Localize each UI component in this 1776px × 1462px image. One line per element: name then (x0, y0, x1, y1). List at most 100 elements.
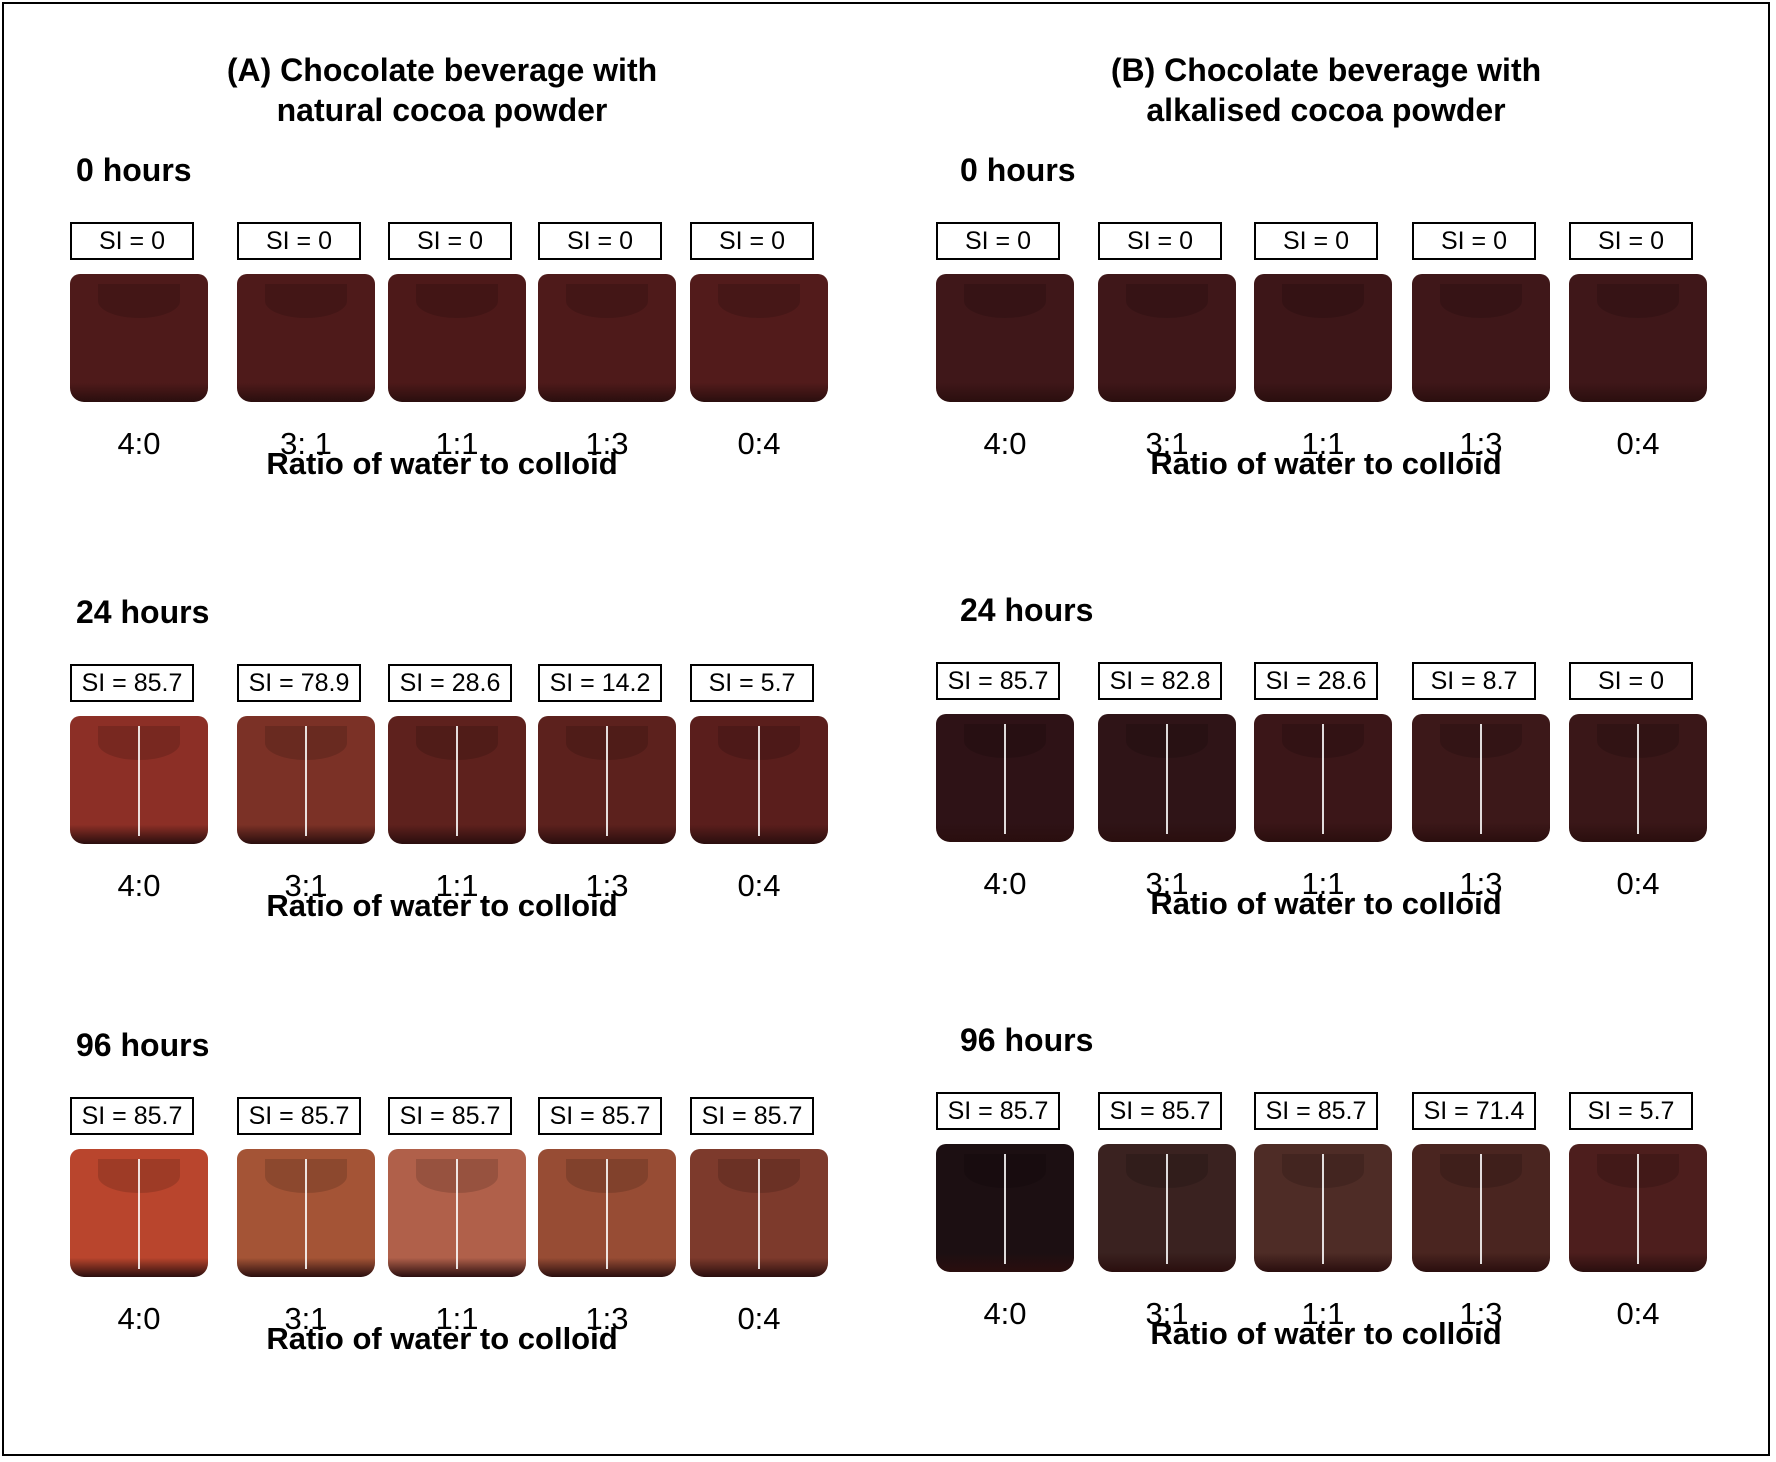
liquid-meniscus (1126, 284, 1208, 318)
beverage-glass (1254, 714, 1392, 842)
liquid-meniscus (265, 284, 347, 318)
glass-reflection (758, 726, 760, 836)
ratio-label: 3:1 (1145, 1296, 1189, 1331)
beverage-glass (388, 274, 526, 402)
si-value-box: SI = 0 (538, 222, 662, 260)
beverage-glass (1412, 1144, 1550, 1272)
beverage-glass (1098, 714, 1236, 842)
si-value-box: SI = 82.8 (1098, 662, 1222, 700)
si-value-box: SI = 8.7 (1412, 662, 1536, 700)
si-value-box: SI = 0 (70, 222, 194, 260)
ratio-label: 1:3 (585, 868, 629, 903)
ratio-label: 3:1 (1145, 866, 1189, 901)
panel-a-96h: 96 hours SI = 85.7 4:0 SI = 85.7 3:1 SI = 85… (0, 1025, 884, 1425)
axis-label: Ratio of water to colloid (1150, 886, 1502, 921)
ratio-label: 4:0 (117, 1301, 161, 1336)
glass-reflection (606, 726, 608, 836)
glass-reflection (1004, 724, 1006, 834)
si-value-box: SI = 0 (936, 222, 1060, 260)
beverage-glass (538, 274, 676, 402)
ratio-label: 0:4 (1616, 1296, 1660, 1331)
beverage-glass (690, 274, 828, 402)
ratio-label: 4:0 (983, 1296, 1027, 1331)
si-value-box: SI = 78.9 (237, 664, 361, 702)
beverage-liquid (1254, 274, 1392, 402)
si-value-box: SI = 85.7 (936, 1092, 1060, 1130)
ratio-label: 4:0 (983, 426, 1027, 461)
glass-reflection (1004, 1154, 1006, 1264)
si-value-box: SI = 0 (690, 222, 814, 260)
si-value-box: SI = 5.7 (690, 664, 814, 702)
ratio-label: 1:3 (1459, 866, 1503, 901)
beverage-liquid (538, 274, 676, 402)
beverage-liquid (1412, 274, 1550, 402)
beverage-glass (1412, 274, 1550, 402)
ratio-label: 4:0 (117, 868, 161, 903)
ratio-label: 0:4 (737, 1301, 781, 1336)
glass-reflection (606, 1159, 608, 1269)
beverage-liquid (936, 274, 1074, 402)
si-value-box: SI = 0 (237, 222, 361, 260)
time-label: 96 hours (76, 1027, 210, 1063)
panel-a-title-line1: (A) Chocolate beverage with (226, 52, 658, 88)
glass-reflection (1322, 1154, 1324, 1264)
liquid-meniscus (1282, 284, 1364, 318)
panel-b-24h: 24 hours SI = 85.7 4:0 SI = 82.8 3:1 SI = 28… (884, 590, 1768, 990)
panel-b: (B) Chocolate beverage with alkalised co… (884, 0, 1768, 1458)
si-value-box: SI = 85.7 (936, 662, 1060, 700)
beverage-liquid (237, 274, 375, 402)
si-value-box: SI = 85.7 (388, 1097, 512, 1135)
beverage-glass (1254, 274, 1392, 402)
liquid-meniscus (416, 284, 498, 318)
glass-reflection (456, 1159, 458, 1269)
glass-reflection (1480, 1154, 1482, 1264)
glass-reflection (1480, 724, 1482, 834)
beverage-glass (1569, 714, 1707, 842)
ratio-label: 3:1 (284, 868, 328, 903)
panel-b-title-line1: (B) Chocolate beverage with (1110, 52, 1542, 88)
panel-b-96h: 96 hours SI = 85.7 4:0 SI = 85.7 3:1 SI = 85… (884, 1020, 1768, 1420)
ratio-label: 1:1 (1301, 866, 1345, 901)
ratio-label: 1:3 (585, 426, 629, 461)
beverage-glass (538, 716, 676, 844)
axis-label: Ratio of water to colloid (266, 1321, 618, 1356)
beverage-glass (936, 274, 1074, 402)
beverage-glass (388, 716, 526, 844)
si-value-box: SI = 0 (1569, 662, 1693, 700)
beverage-glass (1412, 714, 1550, 842)
beverage-glass (70, 1149, 208, 1277)
panel-a-0h: 0 hours SI = 0 4:0 SI = 0 3: 1 SI = 0 1:1 SI =… (0, 150, 884, 550)
liquid-meniscus (566, 284, 648, 318)
beverage-glass (1254, 1144, 1392, 1272)
glass-reflection (305, 726, 307, 836)
glass-reflection (1637, 1154, 1639, 1264)
ratio-label: 4:0 (117, 426, 161, 461)
si-value-box: SI = 85.7 (70, 664, 194, 702)
panel-a-title: (A) Chocolate beverage with natural coco… (0, 50, 884, 130)
time-label: 0 hours (960, 152, 1076, 188)
si-value-box: SI = 0 (1569, 222, 1693, 260)
ratio-label: 0:4 (737, 426, 781, 461)
beverage-glass (237, 716, 375, 844)
beverage-glass (690, 1149, 828, 1277)
liquid-meniscus (718, 284, 800, 318)
beverage-liquid (70, 274, 208, 402)
time-label: 24 hours (960, 592, 1094, 628)
ratio-label: 1:1 (435, 1301, 479, 1336)
panel-b-title: (B) Chocolate beverage with alkalised co… (884, 50, 1768, 130)
axis-label: Ratio of water to colloid (1150, 1316, 1502, 1351)
time-label: 0 hours (76, 152, 192, 188)
ratio-label: 1:1 (435, 426, 479, 461)
axis-label: Ratio of water to colloid (1150, 446, 1502, 481)
si-value-box: SI = 85.7 (237, 1097, 361, 1135)
beverage-glass (936, 1144, 1074, 1272)
beverage-glass (936, 714, 1074, 842)
glass-reflection (305, 1159, 307, 1269)
si-value-box: SI = 85.7 (1098, 1092, 1222, 1130)
beverage-liquid (690, 274, 828, 402)
ratio-label: 0:4 (1616, 426, 1660, 461)
liquid-meniscus (98, 284, 180, 318)
beverage-glass (1098, 274, 1236, 402)
panel-a: (A) Chocolate beverage with natural coco… (0, 0, 884, 1458)
si-value-box: SI = 85.7 (538, 1097, 662, 1135)
